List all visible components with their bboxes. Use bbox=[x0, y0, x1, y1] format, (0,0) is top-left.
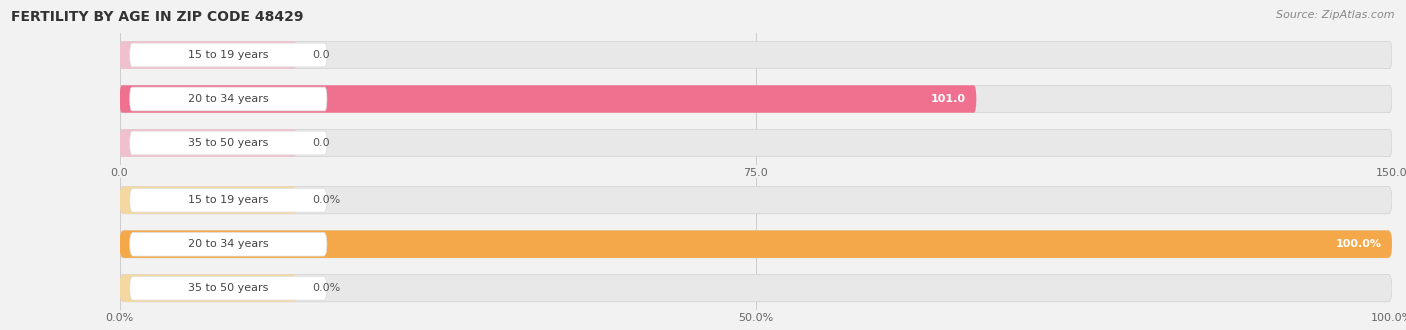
Text: Source: ZipAtlas.com: Source: ZipAtlas.com bbox=[1277, 10, 1395, 20]
FancyBboxPatch shape bbox=[120, 186, 297, 214]
FancyBboxPatch shape bbox=[129, 131, 328, 155]
Text: 0.0%: 0.0% bbox=[312, 283, 340, 293]
FancyBboxPatch shape bbox=[120, 85, 1392, 113]
FancyBboxPatch shape bbox=[129, 188, 328, 212]
FancyBboxPatch shape bbox=[129, 276, 328, 300]
Text: 0.0: 0.0 bbox=[312, 50, 330, 60]
FancyBboxPatch shape bbox=[120, 41, 297, 69]
Text: 20 to 34 years: 20 to 34 years bbox=[188, 239, 269, 249]
Text: 0.0%: 0.0% bbox=[312, 195, 340, 205]
FancyBboxPatch shape bbox=[120, 186, 1392, 214]
FancyBboxPatch shape bbox=[120, 85, 976, 113]
Text: FERTILITY BY AGE IN ZIP CODE 48429: FERTILITY BY AGE IN ZIP CODE 48429 bbox=[11, 10, 304, 24]
Text: 0.0: 0.0 bbox=[312, 138, 330, 148]
FancyBboxPatch shape bbox=[120, 41, 1392, 69]
FancyBboxPatch shape bbox=[129, 43, 328, 67]
FancyBboxPatch shape bbox=[120, 231, 1392, 258]
FancyBboxPatch shape bbox=[129, 232, 328, 256]
Text: 20 to 34 years: 20 to 34 years bbox=[188, 94, 269, 104]
Text: 101.0: 101.0 bbox=[931, 94, 966, 104]
Text: 100.0%: 100.0% bbox=[1336, 239, 1382, 249]
FancyBboxPatch shape bbox=[120, 129, 297, 157]
FancyBboxPatch shape bbox=[120, 129, 1392, 157]
FancyBboxPatch shape bbox=[120, 275, 297, 302]
FancyBboxPatch shape bbox=[120, 231, 1392, 258]
FancyBboxPatch shape bbox=[120, 275, 1392, 302]
FancyBboxPatch shape bbox=[129, 87, 328, 111]
Text: 15 to 19 years: 15 to 19 years bbox=[188, 195, 269, 205]
Text: 35 to 50 years: 35 to 50 years bbox=[188, 283, 269, 293]
Text: 15 to 19 years: 15 to 19 years bbox=[188, 50, 269, 60]
FancyBboxPatch shape bbox=[120, 231, 1392, 258]
FancyBboxPatch shape bbox=[120, 85, 976, 113]
Text: 35 to 50 years: 35 to 50 years bbox=[188, 138, 269, 148]
